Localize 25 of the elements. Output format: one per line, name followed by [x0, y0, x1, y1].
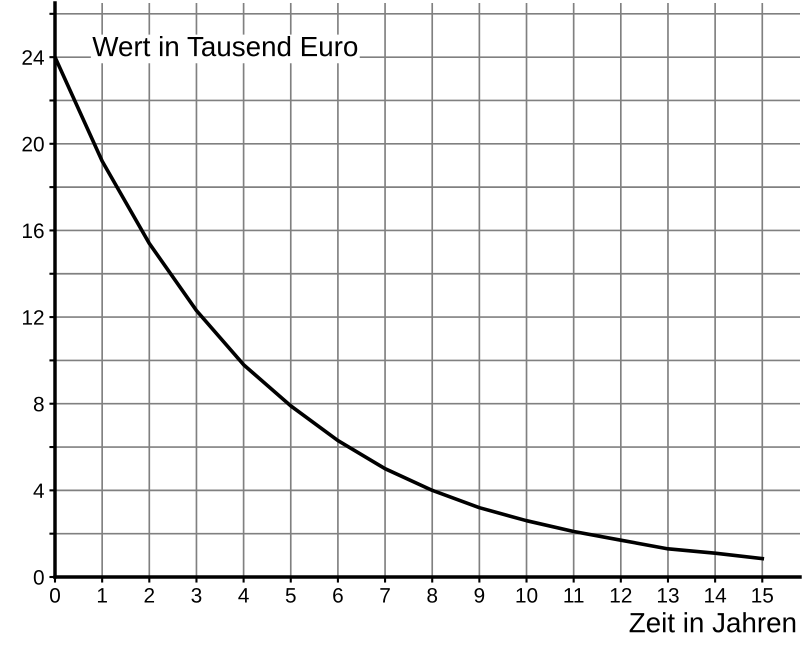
y-axis-title: Wert in Tausend Euro	[92, 36, 358, 56]
x-tick-label: 10	[516, 588, 538, 603]
y-tick-label: 24	[22, 50, 44, 65]
x-tick-label: 1	[98, 588, 107, 603]
x-tick-label: 14	[705, 588, 726, 603]
x-axis-title: Zeit in Jahren	[630, 612, 796, 633]
x-tick-label: 12	[610, 588, 632, 603]
y-tick-label: 4	[33, 484, 44, 498]
x-tick-label: 11	[564, 588, 584, 603]
x-tick-label: 3	[191, 588, 202, 603]
x-tick-label: 6	[333, 588, 343, 603]
x-tick-label: 15	[752, 588, 773, 603]
x-tick-label: 0	[50, 588, 60, 603]
y-tick-label: 8	[34, 396, 44, 412]
x-tick-label: 7	[380, 588, 390, 603]
y-tick-label: 12	[23, 310, 44, 325]
y-tick-label: 0	[34, 570, 44, 585]
x-tick-label: 4	[238, 588, 249, 603]
x-tick-label: 2	[144, 588, 154, 603]
x-tick-label: 5	[286, 588, 296, 603]
x-tick-label: 8	[427, 588, 438, 603]
y-tick-label: 16	[23, 223, 44, 238]
x-tick-label: 9	[474, 588, 484, 603]
x-tick-label: 13	[658, 588, 679, 603]
y-tick-label: 20	[22, 136, 44, 152]
